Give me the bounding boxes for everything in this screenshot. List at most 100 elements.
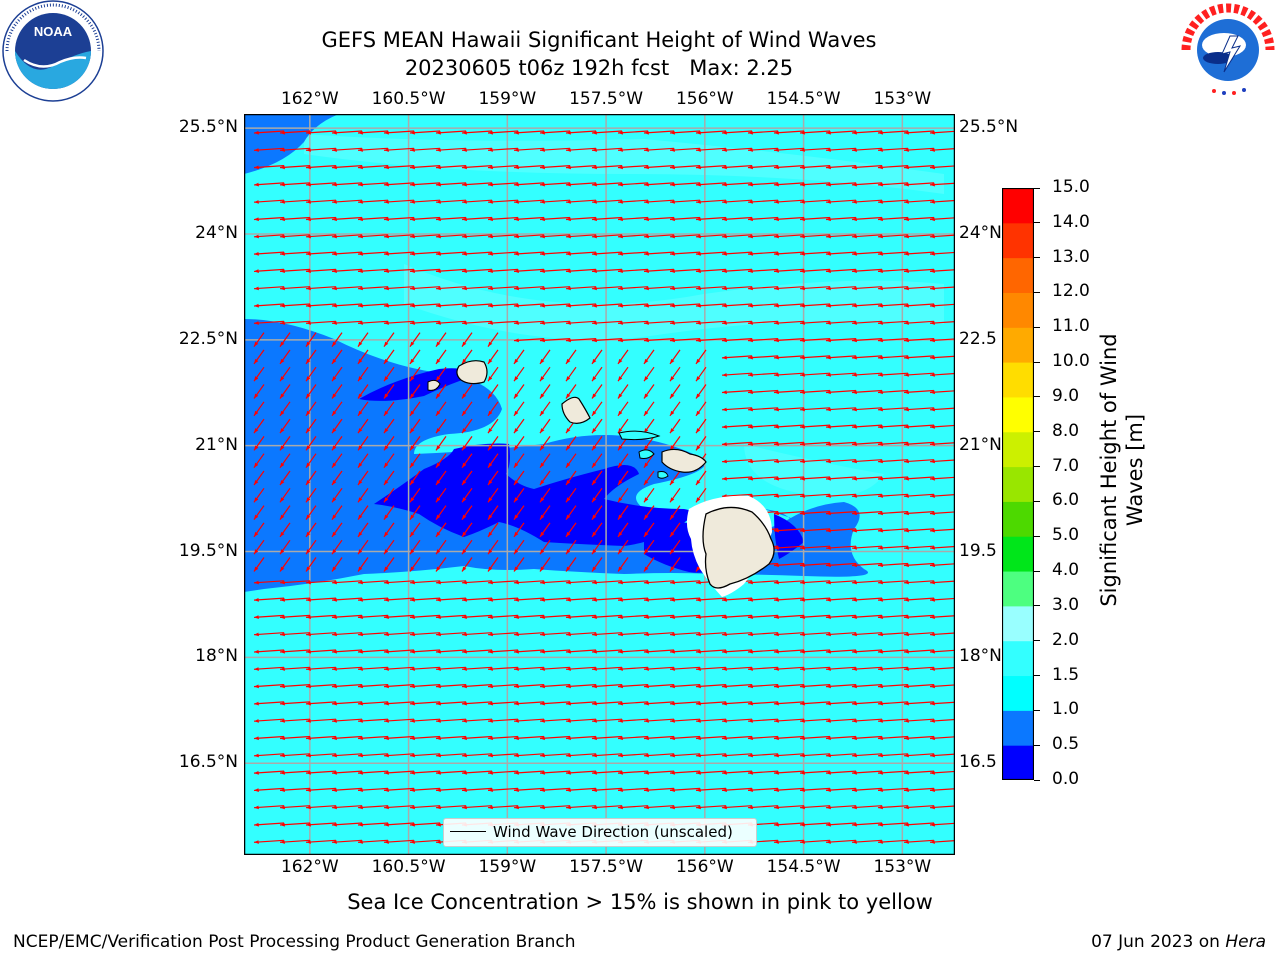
wave-vector: [383, 839, 415, 844]
wave-vector: [435, 320, 467, 325]
wave-vector: [461, 649, 493, 654]
wave-vector: [721, 355, 753, 360]
wave-vector: [851, 614, 883, 619]
wave-vector: [877, 735, 909, 741]
wave-vector: [409, 286, 441, 291]
wave-vector: [357, 557, 369, 572]
wave-vector: [461, 470, 473, 486]
wave-vector: [513, 130, 545, 135]
wave-vector: [799, 424, 831, 429]
wave-vector: [331, 268, 363, 273]
wave-vector: [617, 286, 649, 291]
wave-vector: [305, 165, 337, 170]
wave-vector: [591, 349, 603, 365]
wave-vector: [903, 597, 935, 602]
wave-vector: [695, 216, 727, 222]
wave-vector: [851, 338, 883, 343]
wave-vector: [383, 470, 395, 486]
wave-vector: [643, 580, 675, 585]
wave-vector: [409, 216, 441, 222]
wave-vector: [617, 268, 649, 273]
wave-vector: [877, 424, 909, 429]
wave-vector: [513, 632, 545, 637]
wave-vector: [591, 718, 623, 723]
wave-vector: [851, 597, 883, 602]
wave-vector: [617, 787, 649, 792]
wave-vector: [799, 545, 831, 550]
wave-vector: [747, 407, 779, 412]
wave-vector: [565, 753, 597, 758]
wave-vector: [435, 182, 467, 187]
colorbar-frame: [1001, 187, 1035, 781]
wave-vector: [331, 251, 363, 256]
wave-vector: [721, 649, 753, 654]
wave-vector: [435, 234, 467, 239]
wave-vector: [903, 130, 935, 135]
wave-vector: [461, 487, 473, 503]
wave-vector: [643, 401, 655, 417]
wave-vector: [357, 199, 389, 204]
wave-vector: [591, 338, 623, 343]
wave-vector: [487, 597, 519, 602]
wave-vector: [461, 453, 473, 469]
wave-vector: [799, 528, 831, 533]
colorbar-segment: [1002, 745, 1034, 781]
wave-vector: [539, 268, 571, 273]
wave-vector: [643, 735, 675, 741]
wave-vector: [409, 384, 421, 399]
wave-vector: [383, 199, 415, 204]
wave-vector: [799, 165, 831, 170]
wave-vector: [539, 199, 571, 204]
wave-vector: [721, 389, 753, 395]
wave-vector: [383, 182, 415, 187]
wave-vector: [695, 735, 727, 741]
wave-vector: [253, 165, 285, 170]
wave-vector: [695, 487, 707, 503]
wave-vector: [253, 436, 265, 451]
colorbar-tick-label: 11.0: [1052, 316, 1090, 337]
wave-vector: [435, 539, 447, 555]
wave-vector: [903, 441, 935, 446]
wave-vector: [643, 338, 675, 343]
wave-vector: [513, 234, 545, 239]
wave-vector: [773, 234, 805, 239]
wave-vector: [591, 384, 603, 399]
wave-vector: [825, 372, 857, 377]
wave-vector: [695, 701, 727, 706]
map-legend: Wind Wave Direction (unscaled): [443, 818, 757, 847]
footer-credit: NCEP/EMC/Verification Post Processing Pr…: [13, 932, 576, 952]
colorbar-label-line2: Waves [m]: [1123, 413, 1147, 527]
wave-vector: [383, 805, 415, 810]
wave-vector: [279, 303, 311, 308]
wave-vector: [409, 268, 441, 273]
wave-vector: [487, 436, 499, 451]
wave-vector: [331, 147, 363, 152]
wave-vector: [825, 511, 857, 516]
wave-vector: [669, 580, 701, 585]
wave-vector: [903, 303, 935, 308]
wave-vector: [409, 165, 441, 170]
wave-vector: [669, 718, 701, 723]
wave-vector: [539, 787, 571, 792]
wave-vector: [331, 580, 363, 585]
colorbar-tick-mark: [1034, 396, 1040, 398]
wave-vector: [487, 632, 519, 637]
wave-vector: [643, 487, 655, 503]
wave-vector: [253, 349, 265, 365]
wave-vector: [513, 787, 545, 792]
wave-vector: [409, 753, 441, 758]
wave-vector: [383, 539, 395, 555]
wave-vector: [279, 130, 311, 135]
wave-vector: [851, 251, 883, 256]
wave-vector: [279, 320, 311, 325]
wave-vector: [825, 597, 857, 602]
wave-vector: [383, 522, 395, 538]
wave-vector: [409, 487, 421, 503]
wave-vector: [331, 805, 363, 810]
map-panel: Wind Wave Direction (unscaled): [243, 113, 961, 856]
wave-vector: [617, 580, 649, 585]
wave-vector: [747, 216, 779, 222]
wave-vector: [357, 268, 389, 273]
wave-vector: [305, 366, 317, 382]
lon-tick-label: 157.5°W: [569, 89, 644, 109]
